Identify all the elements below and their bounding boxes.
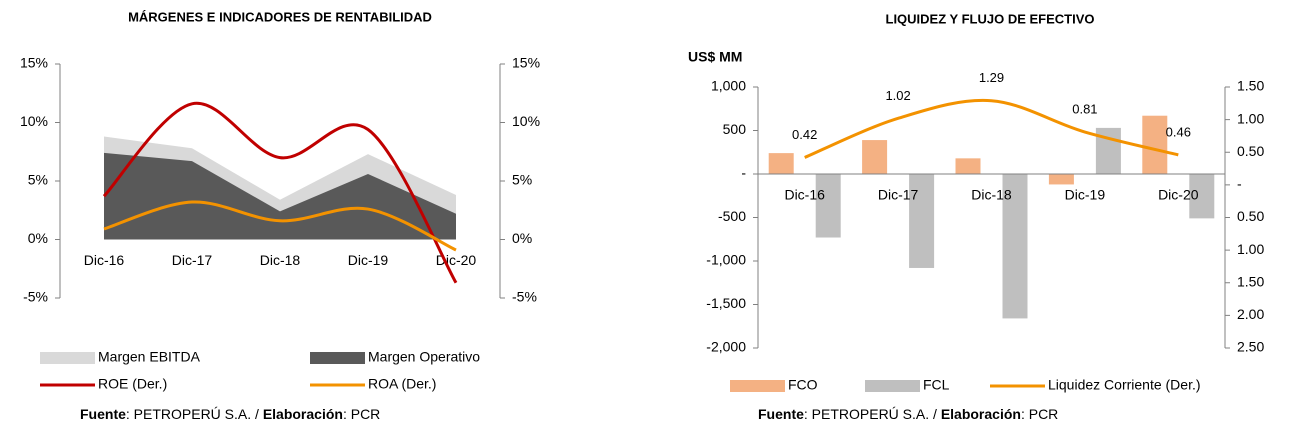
axis-unit-label: US$ MM: [688, 49, 742, 65]
y2-tick-label: 1.00: [1237, 241, 1264, 257]
y2-tick-label: -: [1237, 176, 1242, 192]
y2-tick-label: 15%: [512, 55, 540, 71]
legend-swatch: [730, 380, 785, 392]
y2-tick-label: 5%: [512, 172, 532, 188]
y2-tick-label: 0.50: [1237, 143, 1264, 159]
bar: [1002, 174, 1028, 319]
x-tick-label: Dic-17: [172, 252, 213, 268]
y-tick-label: 5%: [28, 172, 48, 188]
source-label: Elaboración: [941, 406, 1021, 422]
legend-label: FCL: [923, 377, 950, 393]
line: [804, 98, 1179, 159]
source-text: : PCR: [343, 406, 380, 422]
legend-swatch: [865, 380, 920, 392]
legend-label: Margen EBITDA: [98, 349, 201, 365]
legend-label: FCO: [788, 377, 818, 393]
legend-label: ROE (Der.): [98, 376, 167, 392]
bar: [1048, 174, 1074, 185]
y-tick-label: -5%: [23, 289, 48, 305]
y-tick-label: 10%: [20, 113, 48, 129]
bar: [955, 158, 981, 174]
source-note: Fuente: PETROPERÚ S.A. / Elaboración: PC…: [758, 406, 1058, 422]
y-tick-label: 500: [723, 121, 747, 137]
y2-tick-label: 1.50: [1237, 273, 1264, 289]
line: [102, 101, 458, 284]
source-label: Fuente: [80, 406, 126, 422]
x-tick-label: Dic-18: [971, 187, 1012, 203]
y2-tick-label: 2.00: [1237, 306, 1264, 322]
data-label: 0.46: [1166, 124, 1191, 139]
legend-swatch: [310, 352, 365, 364]
y2-tick-label: 1.00: [1237, 110, 1264, 126]
x-tick-label: Dic-16: [784, 187, 825, 203]
source-label: Fuente: [758, 406, 804, 422]
y-tick-label: -1,000: [706, 252, 746, 268]
y2-tick-label: 1.50: [1237, 78, 1264, 94]
legend-label: Liquidez Corriente (Der.): [1048, 377, 1201, 393]
bar: [815, 174, 841, 238]
chart-title: LIQUIDEZ Y FLUJO DE EFECTIVO: [886, 11, 1095, 26]
source-text: : PCR: [1021, 406, 1058, 422]
x-tick-label: Dic-16: [84, 252, 125, 268]
bar: [1142, 115, 1168, 174]
y2-tick-label: 10%: [512, 113, 540, 129]
y-tick-label: 0%: [28, 230, 48, 246]
data-label: 1.29: [979, 70, 1004, 85]
legend-label: Margen Operativo: [368, 349, 480, 365]
y2-tick-label: 0%: [512, 230, 532, 246]
y-tick-label: 1,000: [711, 78, 746, 94]
line: [103, 200, 457, 252]
bar: [1189, 174, 1215, 219]
source-label: Elaboración: [263, 406, 343, 422]
chart-title: MÁRGENES E INDICADORES DE RENTABILIDAD: [128, 9, 432, 24]
bar: [768, 153, 794, 174]
y2-tick-label: 0.50: [1237, 208, 1264, 224]
data-label: 0.42: [792, 127, 817, 142]
data-label: 1.02: [885, 88, 910, 103]
area: [104, 152, 456, 240]
y2-tick-label: -5%: [512, 289, 537, 305]
x-tick-label: Dic-17: [878, 187, 919, 203]
legend-label: ROA (Der.): [368, 376, 436, 392]
y-tick-label: -2,000: [706, 339, 746, 355]
source-text: : PETROPERÚ S.A. /: [804, 406, 941, 422]
source-text: : PETROPERÚ S.A. /: [126, 406, 263, 422]
y-tick-label: 15%: [20, 55, 48, 71]
x-tick-label: Dic-18: [260, 252, 301, 268]
x-tick-label: Dic-20: [1158, 187, 1199, 203]
x-tick-label: Dic-19: [1065, 187, 1106, 203]
source-note: Fuente: PETROPERÚ S.A. / Elaboración: PC…: [80, 406, 380, 422]
legend-swatch: [40, 352, 95, 364]
data-label: 0.81: [1072, 101, 1097, 116]
bar: [909, 174, 935, 268]
y-tick-label: -500: [718, 208, 746, 224]
x-tick-label: Dic-19: [348, 252, 389, 268]
y-tick-label: -1,500: [706, 295, 746, 311]
y2-tick-label: 2.50: [1237, 339, 1264, 355]
bar: [862, 140, 888, 174]
y-tick-label: -: [741, 165, 746, 181]
